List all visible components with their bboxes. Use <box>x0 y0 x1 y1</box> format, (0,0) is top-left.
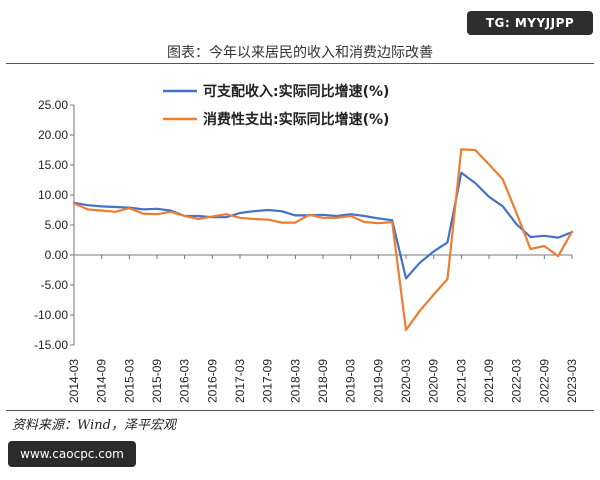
x-tick-label: 2014-03 <box>67 359 81 403</box>
y-tick-label: 25.00 <box>38 98 68 112</box>
x-tick-label: 2023-03 <box>565 359 579 403</box>
source-divider <box>6 410 594 411</box>
series-line-income <box>72 171 574 280</box>
series-layer <box>72 148 574 332</box>
x-tick-label: 2022-09 <box>537 359 551 403</box>
legend-label-consumption: 消费性支出:实际同比增速(%) <box>203 111 389 128</box>
x-tick-label: 2015-09 <box>150 359 164 403</box>
x-tick-label: 2016-09 <box>205 359 219 403</box>
chart-title: 图表：今年以来居民的收入和消费边际改善 <box>167 45 433 61</box>
x-tick-label: 2022-03 <box>510 359 524 403</box>
x-tick-label: 2019-09 <box>371 359 385 403</box>
y-tick-label: 0.00 <box>45 248 69 262</box>
watermark-top-badge: TG: MYYJJPP <box>467 11 593 35</box>
legend: 可支配收入:实际同比增速(%) 消费性支出:实际同比增速(%) <box>163 83 389 128</box>
x-tick-label: 2021-03 <box>454 359 468 403</box>
x-tick-label: 2015-03 <box>122 359 136 403</box>
x-tick-label: 2016-03 <box>178 359 192 403</box>
y-tick-label: -5.00 <box>41 278 69 292</box>
watermark-bottom-badge: www.caocpc.com <box>8 441 136 467</box>
y-tick-label: 10.00 <box>38 188 68 202</box>
x-tick-label: 2017-09 <box>261 359 275 403</box>
y-tick-label: -10.00 <box>34 308 68 322</box>
y-tick-label: 5.00 <box>45 218 69 232</box>
x-tick-label: 2014-09 <box>95 359 109 403</box>
series-line-consumption <box>72 148 574 332</box>
y-tick-label: -15.00 <box>34 338 68 352</box>
x-tick-label: 2019-03 <box>344 359 358 403</box>
title-divider <box>6 63 594 64</box>
axes-layer: 25.00 20.00 15.00 10.00 5.00 0.00 -5.00 -10.00 -… <box>34 98 579 403</box>
y-tick-label: 20.00 <box>38 128 68 142</box>
legend-label-income: 可支配收入:实际同比增速(%) <box>203 83 389 100</box>
y-tick-label: 15.00 <box>38 158 68 172</box>
source-note: 资料来源：Wind，泽平宏观 <box>12 418 176 433</box>
x-tick-label: 2020-03 <box>399 359 413 403</box>
x-tick-label: 2018-03 <box>288 359 302 403</box>
x-tick-label: 2018-09 <box>316 359 330 403</box>
x-tick-label: 2020-09 <box>427 359 441 403</box>
x-tick-label: 2017-03 <box>233 359 247 403</box>
x-tick-label: 2021-09 <box>482 359 496 403</box>
